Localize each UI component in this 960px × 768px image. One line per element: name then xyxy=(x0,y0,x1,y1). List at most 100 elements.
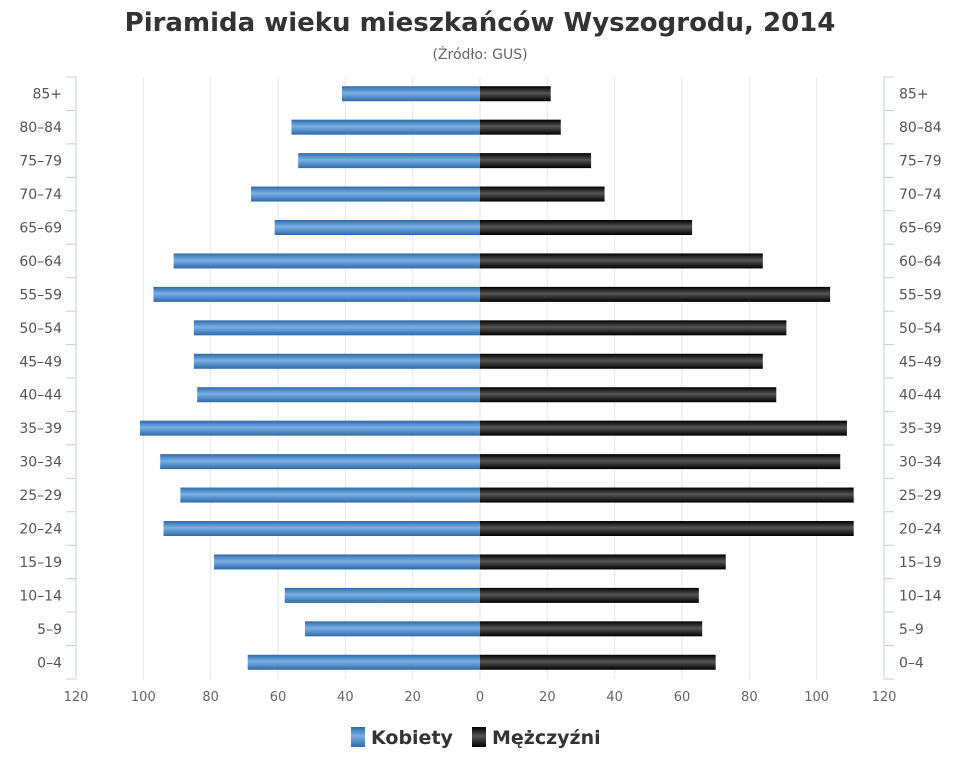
category-label-left: 30–34 xyxy=(19,455,62,471)
x-tick-label: 80 xyxy=(202,690,219,705)
bar-kobiety[interactable] xyxy=(247,654,480,670)
axes xyxy=(66,76,894,680)
x-tick-label: 40 xyxy=(337,690,354,705)
category-label-right: 0–4 xyxy=(899,655,924,671)
bar-mezczyzni[interactable] xyxy=(480,587,699,603)
x-tick-label: 100 xyxy=(804,690,829,705)
bar-mezczyzni[interactable] xyxy=(480,387,777,403)
legend-item-mezczyzni[interactable]: Mężczyźni xyxy=(472,727,601,749)
category-label-left: 70–74 xyxy=(19,187,62,203)
bar-kobiety[interactable] xyxy=(284,587,480,603)
bar-kobiety[interactable] xyxy=(304,621,480,637)
category-label-right: 45–49 xyxy=(899,354,942,370)
category-label-right: 15–19 xyxy=(899,555,942,571)
category-label-left: 55–59 xyxy=(19,287,62,303)
x-tick-label: 60 xyxy=(674,690,691,705)
bar-mezczyzni[interactable] xyxy=(480,119,561,135)
bar-mezczyzni[interactable] xyxy=(480,454,841,470)
bar-kobiety[interactable] xyxy=(274,220,480,235)
category-label-right: 40–44 xyxy=(899,388,942,404)
x-tick-label: 0 xyxy=(476,690,484,705)
category-label-right: 20–24 xyxy=(899,522,942,538)
legend-label: Kobiety xyxy=(371,727,454,749)
category-label-right: 5–9 xyxy=(899,622,924,638)
bars xyxy=(139,86,854,670)
bar-kobiety[interactable] xyxy=(139,420,480,436)
bar-mezczyzni[interactable] xyxy=(480,554,726,570)
bar-kobiety[interactable] xyxy=(214,554,481,570)
category-label-left: 65–69 xyxy=(19,221,62,237)
x-tick-label: 40 xyxy=(606,690,623,705)
category-label-left: 20–24 xyxy=(19,522,62,538)
category-label-right: 50–54 xyxy=(899,321,942,337)
category-labels: 85+ 85+ 80–84 80–84 75–79 75–79 70–74 70–74 65–6… xyxy=(19,87,941,672)
bar-kobiety[interactable] xyxy=(291,119,480,135)
bar-mezczyzni[interactable] xyxy=(480,420,847,436)
bar-kobiety[interactable] xyxy=(193,320,481,336)
bar-kobiety[interactable] xyxy=(251,186,480,202)
x-tick-label: 120 xyxy=(64,690,89,705)
bar-kobiety[interactable] xyxy=(341,86,480,102)
bar-kobiety[interactable] xyxy=(163,521,481,536)
category-label-right: 80–84 xyxy=(899,120,942,136)
category-label-right: 30–34 xyxy=(899,455,942,471)
bar-kobiety[interactable] xyxy=(173,253,480,269)
x-tick-label: 80 xyxy=(741,690,758,705)
category-label-right: 70–74 xyxy=(899,187,942,203)
legend-swatch xyxy=(472,727,486,747)
category-label-left: 35–39 xyxy=(19,421,62,437)
category-label-right: 75–79 xyxy=(899,154,942,170)
category-label-right: 55–59 xyxy=(899,287,942,303)
category-label-left: 25–29 xyxy=(19,488,62,504)
x-tick-label: 100 xyxy=(131,690,156,705)
legend[interactable]: Kobiety Mężczyźni xyxy=(351,727,601,749)
category-label-right: 10–14 xyxy=(899,588,942,604)
category-label-left: 10–14 xyxy=(19,588,62,604)
bar-mezczyzni[interactable] xyxy=(480,487,854,503)
category-label-right: 65–69 xyxy=(899,221,942,237)
chart-subtitle: (Źródło: GUS) xyxy=(432,45,527,63)
bar-mezczyzni[interactable] xyxy=(480,86,551,102)
legend-label: Mężczyźni xyxy=(492,727,601,749)
category-label-left: 80–84 xyxy=(19,120,62,136)
bar-mezczyzni[interactable] xyxy=(480,253,763,269)
bar-mezczyzni[interactable] xyxy=(480,320,787,336)
bar-kobiety[interactable] xyxy=(160,454,480,470)
bar-mezczyzni[interactable] xyxy=(480,153,592,169)
category-label-left: 15–19 xyxy=(19,555,62,571)
legend-item-kobiety[interactable]: Kobiety xyxy=(351,727,454,749)
bar-kobiety[interactable] xyxy=(193,353,481,369)
x-tick-label: 120 xyxy=(872,690,897,705)
category-label-left: 85+ xyxy=(32,87,62,103)
legend-swatch xyxy=(351,727,365,747)
bar-kobiety[interactable] xyxy=(180,487,480,503)
bar-mezczyzni[interactable] xyxy=(480,521,854,536)
x-tick-label: 20 xyxy=(404,690,421,705)
category-label-right: 25–29 xyxy=(899,488,942,504)
bar-mezczyzni[interactable] xyxy=(480,220,693,235)
category-label-left: 75–79 xyxy=(19,154,62,170)
category-label-left: 60–64 xyxy=(19,254,62,270)
chart-title: Piramida wieku mieszkańców Wyszogrodu, 2… xyxy=(125,8,836,38)
category-label-left: 50–54 xyxy=(19,321,62,337)
category-label-right: 35–39 xyxy=(899,421,942,437)
category-label-right: 85+ xyxy=(899,87,929,103)
bar-mezczyzni[interactable] xyxy=(480,621,703,637)
bar-kobiety[interactable] xyxy=(298,153,480,169)
category-label-left: 0–4 xyxy=(37,655,62,671)
bar-kobiety[interactable] xyxy=(153,286,480,302)
bar-mezczyzni[interactable] xyxy=(480,353,763,369)
bar-kobiety[interactable] xyxy=(197,387,480,403)
bar-mezczyzni[interactable] xyxy=(480,654,716,670)
x-tick-label: 60 xyxy=(270,690,287,705)
category-label-left: 5–9 xyxy=(37,622,62,638)
category-label-left: 45–49 xyxy=(19,354,62,370)
x-tick-label: 20 xyxy=(539,690,556,705)
x-axis-ticks: 120 100 80 60 40 20 0 20 40 60 80 100 120 xyxy=(64,690,897,705)
bar-mezczyzni[interactable] xyxy=(480,286,831,302)
category-label-left: 40–44 xyxy=(19,388,62,404)
category-label-right: 60–64 xyxy=(899,254,942,270)
bar-mezczyzni[interactable] xyxy=(480,186,605,202)
